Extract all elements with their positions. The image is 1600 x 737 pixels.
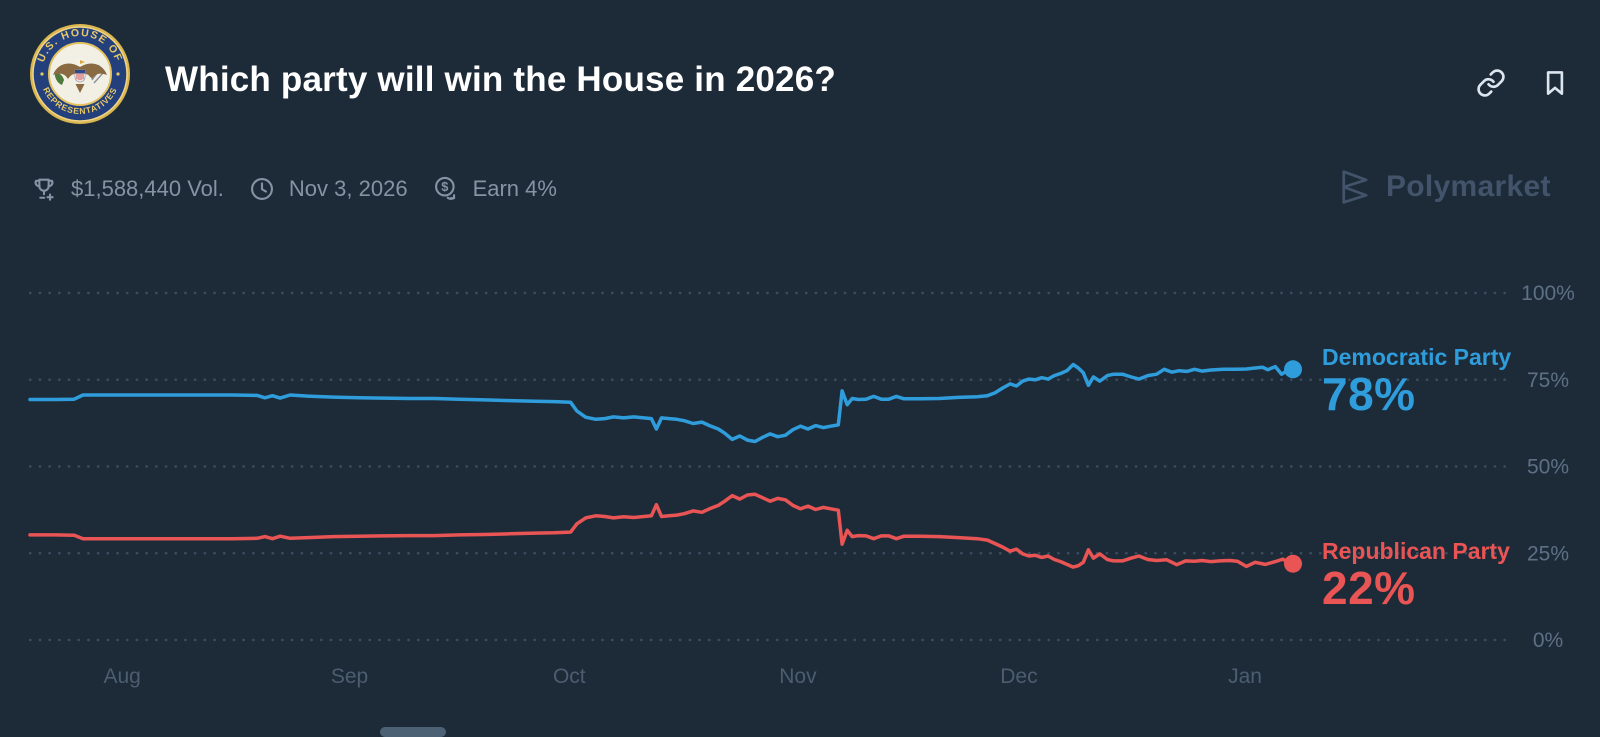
republican-party-line: [28, 492, 1295, 569]
republican-party-value: 22%: [1322, 562, 1416, 614]
seal-eagle-icon: [53, 57, 107, 93]
x-axis-label: Dec: [1000, 665, 1037, 688]
chart-x-axis: Aug Sep Oct Nov Dec Jan: [104, 665, 1262, 688]
earn-value: Earn 4%: [472, 176, 557, 201]
y-axis-label: 0%: [1533, 629, 1563, 652]
polymarket-logo-icon: [1342, 170, 1368, 204]
svg-text:$: $: [441, 179, 448, 194]
chart-legend: Democratic Party 78% Republican Party 22…: [1322, 344, 1511, 614]
y-axis-label: 50%: [1527, 456, 1569, 479]
x-axis-label: Oct: [553, 665, 586, 688]
page-title: Which party will win the House in 2026?: [165, 60, 836, 99]
earn-dollar-icon: $: [434, 176, 455, 200]
democratic-party-endpoint-dot: [1284, 360, 1302, 379]
democratic-party-value: 78%: [1322, 368, 1416, 420]
democratic-party-label: Democratic Party: [1322, 344, 1511, 370]
chart-gridlines: 100% 75% 50% 25% 0%: [28, 282, 1575, 652]
market-stats-row: $1,588,440 Vol. Nov 3, 2026 $ Earn 4%: [30, 170, 557, 208]
header-actions: [1476, 68, 1570, 98]
earn-link[interactable]: $ Earn 4%: [432, 175, 557, 203]
x-axis-label: Jan: [1228, 665, 1262, 688]
us-house-seal-logo: U.S. HOUSE OF REPRESENTATIVES: [28, 22, 132, 126]
bookmark-icon: [1546, 71, 1564, 95]
volume-stat: $1,588,440 Vol.: [30, 175, 224, 203]
bottom-tooltip-peek: [380, 727, 446, 737]
x-axis-label: Aug: [104, 665, 141, 688]
link-icon: [1477, 69, 1505, 97]
polymarket-wordmark: Polymarket: [1386, 170, 1551, 203]
end-date-value: Nov 3, 2026: [288, 176, 408, 201]
volume-value: $1,588,440 Vol.: [71, 176, 224, 201]
y-axis-label: 75%: [1527, 369, 1569, 392]
x-axis-label: Sep: [331, 665, 368, 688]
republican-party-label: Republican Party: [1322, 538, 1510, 564]
bookmark-button[interactable]: [1540, 68, 1570, 98]
copy-link-button[interactable]: [1476, 68, 1506, 98]
x-axis-label: Nov: [779, 665, 817, 688]
y-axis-label: 100%: [1521, 282, 1575, 305]
clock-icon: [250, 178, 273, 200]
polymarket-watermark[interactable]: Polymarket: [1339, 166, 1551, 208]
democratic-party-line: [28, 362, 1295, 444]
trophy-icon: [34, 178, 54, 201]
y-axis-label: 25%: [1527, 542, 1569, 565]
chart-series: [28, 360, 1302, 573]
end-date-stat: Nov 3, 2026: [248, 175, 408, 203]
republican-party-endpoint-dot: [1284, 554, 1302, 573]
